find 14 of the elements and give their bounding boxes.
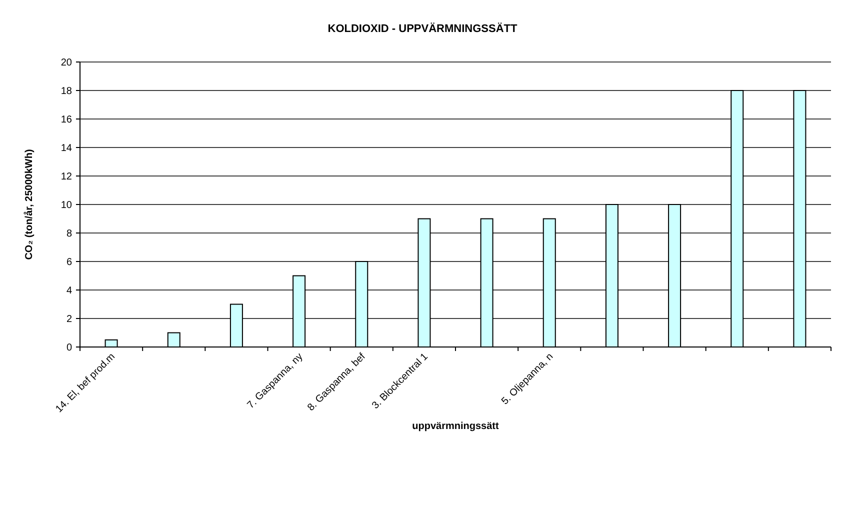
y-tick-label: 16 (60, 114, 72, 126)
y-tick-label: 8 (66, 228, 72, 240)
y-axis-title: CO₂ (ton/år, 25000kWh) (23, 149, 35, 260)
x-axis-title: uppvärmningssätt (412, 421, 500, 432)
chart-title: KOLDIOXID - UPPVÄRMNINGSSÄTT (328, 22, 518, 35)
y-tick-label: 6 (66, 257, 72, 268)
y-tick-label: 10 (60, 200, 72, 211)
y-tick-label: 12 (60, 172, 72, 182)
y-tick-label: 18 (60, 86, 72, 97)
y-tick-label: 20 (60, 58, 72, 68)
y-tick-label: 2 (66, 314, 72, 325)
y-tick-label: 4 (66, 286, 72, 296)
y-tick-label: 0 (66, 342, 72, 354)
y-tick-label: 14 (60, 143, 72, 154)
